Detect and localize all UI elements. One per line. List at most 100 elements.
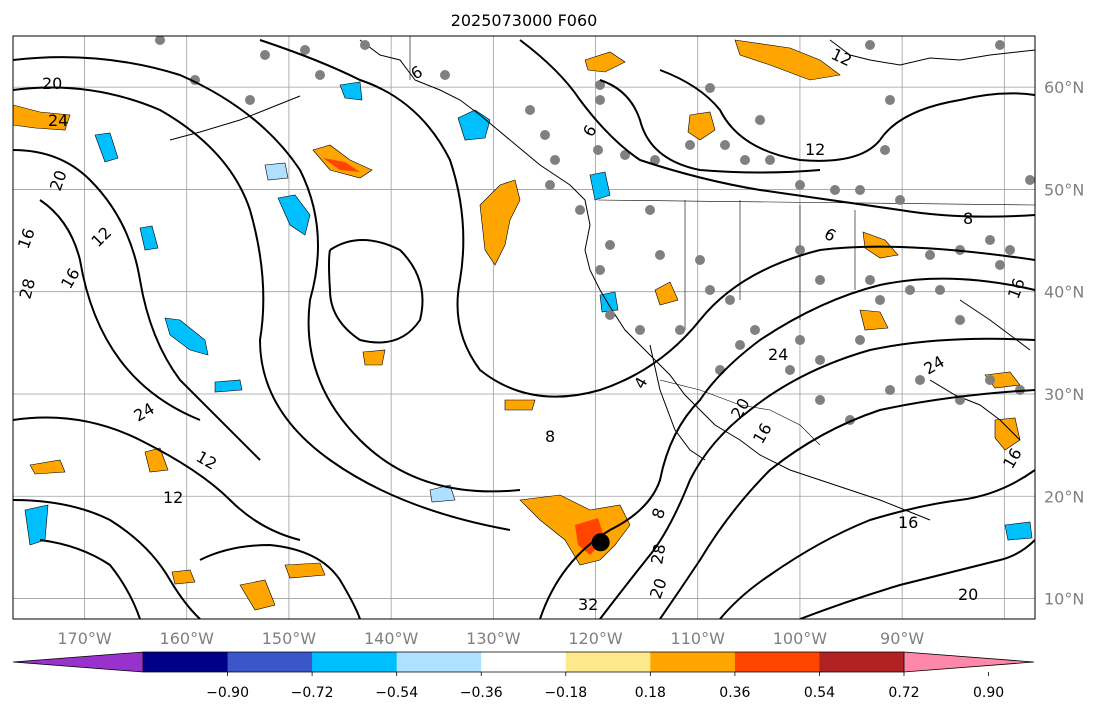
longitude-labels: 170°W 160°W 150°W 140°W 130°W 120°W 110°… bbox=[57, 629, 924, 648]
shade-patch bbox=[654, 281, 679, 306]
shade-patch bbox=[29, 459, 66, 475]
station-dot bbox=[1005, 245, 1015, 255]
contour-label: 24 bbox=[768, 345, 788, 364]
station-dot bbox=[995, 260, 1005, 270]
station-dot bbox=[795, 180, 805, 190]
shade-patch bbox=[859, 309, 889, 331]
colorbar-tick-label: 0.72 bbox=[888, 685, 919, 701]
border bbox=[684, 200, 856, 330]
longitude-label: 130°W bbox=[466, 629, 521, 648]
coastline bbox=[929, 379, 1021, 441]
longitude-label: 160°W bbox=[160, 629, 215, 648]
longitude-label: 110°W bbox=[671, 629, 726, 648]
latitude-label: 30°N bbox=[1044, 385, 1084, 404]
contour-label: 12 bbox=[163, 488, 183, 507]
shade-patch bbox=[171, 569, 196, 585]
station-dot bbox=[865, 40, 875, 50]
station-dot bbox=[815, 395, 825, 405]
contour-line bbox=[599, 337, 1035, 619]
station-dot bbox=[315, 70, 325, 80]
station-dot bbox=[655, 250, 665, 260]
shade-patch bbox=[214, 379, 243, 393]
station-dot bbox=[595, 265, 605, 275]
contour-line bbox=[39, 199, 201, 421]
station-dot bbox=[575, 205, 585, 215]
coastline bbox=[649, 344, 706, 461]
contour-line bbox=[13, 499, 201, 619]
station-dot bbox=[880, 145, 890, 155]
shade-patch bbox=[139, 225, 159, 251]
station-dot bbox=[440, 70, 450, 80]
station-dot bbox=[550, 155, 560, 165]
contour-line bbox=[199, 543, 361, 619]
shade-patch bbox=[1004, 521, 1033, 541]
station-dot bbox=[545, 180, 555, 190]
shade-patch bbox=[312, 144, 373, 179]
border bbox=[597, 199, 1035, 206]
shaded-field bbox=[13, 39, 1033, 611]
shade-patch bbox=[479, 179, 521, 266]
station-markers bbox=[155, 36, 1035, 425]
latitude-label: 50°N bbox=[1044, 180, 1084, 199]
contour-line bbox=[13, 149, 261, 461]
station-dot bbox=[595, 95, 605, 105]
station-dot bbox=[855, 335, 865, 345]
colorbar-segment bbox=[396, 652, 482, 672]
station-dot bbox=[525, 105, 535, 115]
station-dot bbox=[620, 150, 630, 160]
map-title: 2025073000 F060 bbox=[451, 11, 598, 30]
latitude-label: 60°N bbox=[1044, 78, 1084, 97]
contour-label: 32 bbox=[578, 595, 598, 614]
station-dot bbox=[705, 83, 715, 93]
station-dot bbox=[915, 375, 925, 385]
borders bbox=[409, 36, 1035, 446]
colorbar-extend-low bbox=[13, 652, 143, 672]
shade-patch bbox=[504, 399, 536, 411]
colorbar-segment bbox=[734, 652, 820, 672]
colorbar-tick-label: −0.18 bbox=[544, 685, 587, 701]
shade-patch bbox=[264, 162, 289, 181]
contour-label: 20 bbox=[958, 585, 978, 604]
station-dot bbox=[675, 325, 685, 335]
colorbar-ticks bbox=[227, 672, 989, 676]
colorbar-segment bbox=[227, 652, 313, 672]
map-frame bbox=[12, 35, 1036, 620]
shade-patch bbox=[862, 231, 899, 259]
coastline bbox=[959, 299, 1031, 351]
contour-line bbox=[659, 389, 1035, 619]
contour-line bbox=[39, 539, 141, 619]
colorbar-tick-label: 0.36 bbox=[719, 685, 750, 701]
station-dot bbox=[795, 245, 805, 255]
station-dot bbox=[865, 275, 875, 285]
station-dot bbox=[695, 255, 705, 265]
station-dot bbox=[925, 250, 935, 260]
contour-line bbox=[719, 469, 1035, 619]
colorbar-extend-high bbox=[904, 652, 1034, 672]
shade-patch bbox=[734, 39, 841, 81]
longitude-label: 120°W bbox=[568, 629, 623, 648]
contour-line bbox=[599, 79, 821, 174]
station-dot bbox=[785, 365, 795, 375]
station-dot bbox=[540, 130, 550, 140]
shade-patch bbox=[339, 81, 363, 101]
colorbar: −0.90 −0.72 −0.54 −0.36 −0.18 0.18 0.36 … bbox=[12, 651, 1035, 701]
shade-patch bbox=[362, 349, 386, 366]
colorbar-tick-label: 0.90 bbox=[973, 685, 1004, 701]
contour-line bbox=[328, 239, 424, 344]
colorbar-tick-label: −0.90 bbox=[206, 685, 249, 701]
shade-patch bbox=[584, 51, 626, 73]
station-dot bbox=[875, 295, 885, 305]
coastline bbox=[414, 79, 931, 521]
contour-label: 16 bbox=[898, 513, 918, 532]
storm-marker[interactable] bbox=[591, 533, 610, 552]
station-dot bbox=[1025, 175, 1035, 185]
contour-label: 12 bbox=[805, 140, 825, 159]
latitude-label: 20°N bbox=[1044, 487, 1084, 506]
station-dot bbox=[725, 295, 735, 305]
colorbar-tick-label: −0.72 bbox=[291, 685, 334, 701]
shade-patch bbox=[457, 109, 491, 141]
station-dot bbox=[755, 115, 765, 125]
station-dot bbox=[360, 40, 370, 50]
contour-line bbox=[13, 56, 521, 493]
